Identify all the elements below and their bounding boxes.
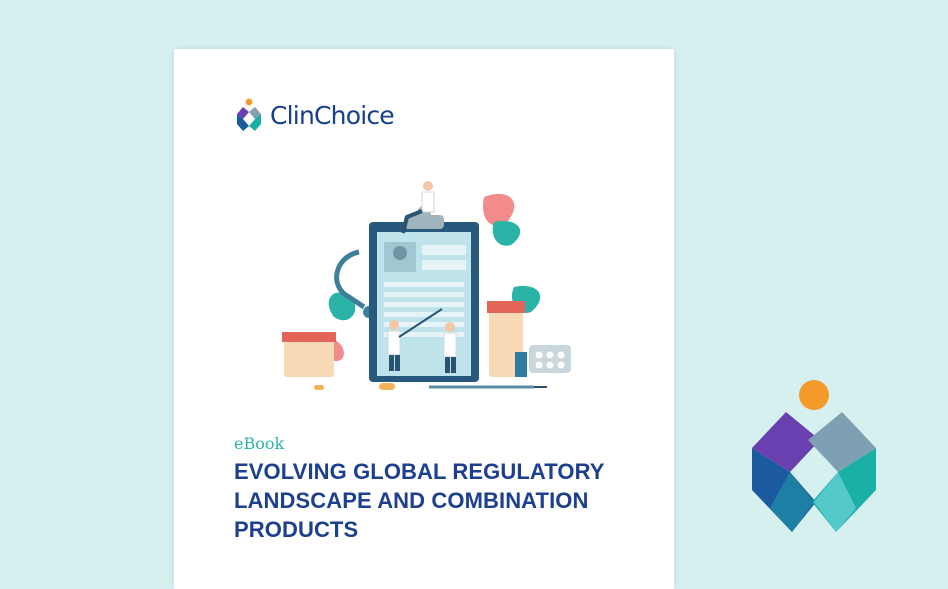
clinchoice-logo: ClinChoice [234,97,395,133]
brand-name: ClinChoice [270,100,395,130]
ebook-cover: ClinChoice [174,49,674,589]
clipboard-illustration [282,181,571,390]
clinchoice-large-mark-icon [752,380,876,532]
cover-title-line: EVOLVING GLOBAL REGULATORY [234,459,605,484]
cover-title-line: LANDSCAPE AND COMBINATION [234,488,589,513]
clinchoice-logo-icon [237,98,261,131]
ebook-label: eBook [234,434,285,453]
cover-title-line: PRODUCTS [234,517,359,542]
cover-title: EVOLVING GLOBAL REGULATORY LANDSCAPE AND… [234,457,654,544]
